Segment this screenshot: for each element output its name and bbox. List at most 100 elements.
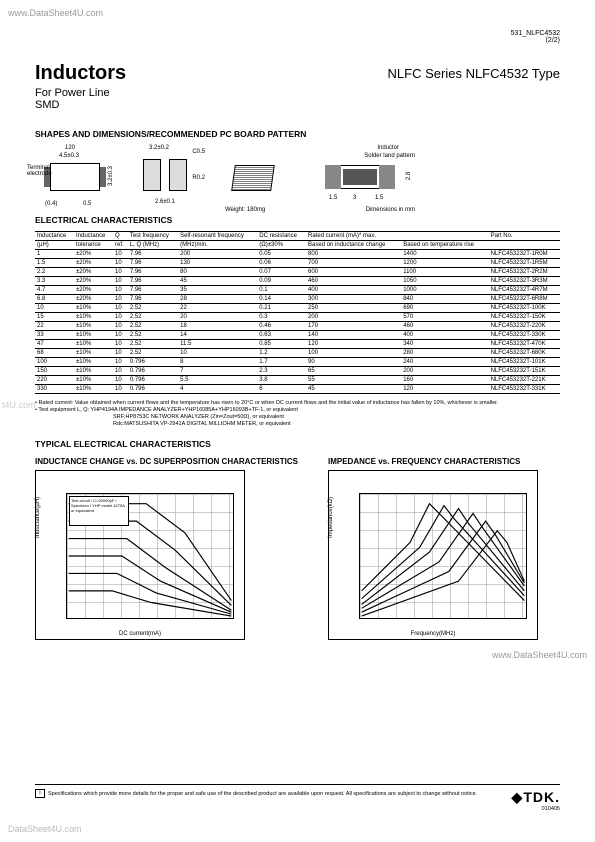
subtitle-1: For Power Line <box>35 87 126 99</box>
table-subheader: Based on inductance change <box>306 241 401 250</box>
table-cell: 0.14 <box>257 295 306 304</box>
table-cell: ±10% <box>74 376 113 385</box>
elec-table-head: InductanceInductanceQTest frequencySelf-… <box>35 232 560 250</box>
table-cell: 690 <box>401 304 488 313</box>
table-cell: ±20% <box>74 268 113 277</box>
subtitle-2: SMD <box>35 99 126 111</box>
table-cell: 90 <box>306 358 401 367</box>
chart1: Test circuit / C=20000pF / Specimen / YH… <box>35 470 245 640</box>
table-cell: NLFC453232T-1R5M <box>489 259 560 268</box>
table-cell: 7.96 <box>128 268 178 277</box>
table-cell: 14 <box>178 331 257 340</box>
table-cell: 100 <box>35 358 74 367</box>
chart2-lines <box>360 494 526 618</box>
table-cell: 200 <box>178 250 257 259</box>
watermark-mid-left: t4U.com <box>2 400 36 410</box>
table-cell: 1.2 <box>257 349 306 358</box>
table-cell: 250 <box>306 304 401 313</box>
table-cell: 47 <box>35 340 74 349</box>
dim-120: 120 <box>65 145 75 151</box>
table-subheader: (MHz)min. <box>178 241 257 250</box>
table-cell: 700 <box>306 259 401 268</box>
table-row: 4.7±20%107.96350.14001000NLFC453232T-4R7… <box>35 286 560 295</box>
table-cell: 22 <box>35 322 74 331</box>
table-header: Part No. <box>489 232 560 241</box>
table-cell: 8 <box>178 358 257 367</box>
table-cell: 160 <box>401 376 488 385</box>
table-cell: 20 <box>178 313 257 322</box>
table-cell: 240 <box>401 358 488 367</box>
table-cell: 0.796 <box>128 358 178 367</box>
table-cell: 300 <box>306 295 401 304</box>
dim-26: 2.6±0.1 <box>155 199 175 205</box>
table-subheader: ref. <box>113 241 128 250</box>
table-cell: 7.96 <box>128 277 178 286</box>
table-cell: ±20% <box>74 277 113 286</box>
watermark-bottom-left: DataSheet4U.com <box>8 824 82 834</box>
title: Inductors <box>35 62 126 85</box>
table-row: 22±10%102.52180.46170460NLFC453232T-220K <box>35 322 560 331</box>
table-cell: 10 <box>113 313 128 322</box>
table-header: DC resistance <box>257 232 306 241</box>
table-cell: ±10% <box>74 304 113 313</box>
table-cell: 7.96 <box>128 286 178 295</box>
table-row: 2.2±20%107.96800.076001100NLFC453232T-2R… <box>35 268 560 277</box>
table-cell: NLFC453232T-680K <box>489 349 560 358</box>
table-cell: 6 <box>257 385 306 394</box>
dim-15b: 1.5 <box>375 195 383 201</box>
table-cell: 170 <box>306 322 401 331</box>
table-cell: 460 <box>306 277 401 286</box>
section-shapes: SHAPES AND DIMENSIONS/RECOMMENDED PC BOA… <box>35 129 560 139</box>
table-cell: ±20% <box>74 295 113 304</box>
table-cell: 200 <box>401 367 488 376</box>
table-cell: 5.5 <box>178 376 257 385</box>
warning-icon: ! <box>35 789 45 798</box>
table-cell: 10 <box>35 304 74 313</box>
table-cell: 3.3 <box>35 277 74 286</box>
table-row: 15±10%102.52200.3200570NLFC453232T-150K <box>35 313 560 322</box>
table-cell: 10 <box>113 250 128 259</box>
table-cell: 100 <box>306 349 401 358</box>
table-cell: ±10% <box>74 313 113 322</box>
table-cell: 11.5 <box>178 340 257 349</box>
dim-05: 0.5 <box>83 201 91 207</box>
doc-id: 531_NLFC4532 <box>511 30 560 37</box>
table-cell: 200 <box>306 313 401 322</box>
table-cell: 0.06 <box>257 259 306 268</box>
table-cell: ±10% <box>74 385 113 394</box>
weight-label: Weight: 180mg <box>225 207 265 213</box>
table-cell: 10 <box>113 331 128 340</box>
table-subheader: (µH) <box>35 241 74 250</box>
table-header: Self-resonant frequency <box>178 232 257 241</box>
table-cell: 10 <box>113 340 128 349</box>
table-row: 33±10%102.52140.63140400NLFC453232T-330K <box>35 331 560 340</box>
table-cell: NLFC453232T-150K <box>489 313 560 322</box>
table-cell: 280 <box>401 349 488 358</box>
table-cell: ±10% <box>74 331 113 340</box>
table-cell: 600 <box>306 268 401 277</box>
table-cell: 10 <box>178 349 257 358</box>
table-cell: 1400 <box>401 250 488 259</box>
table-cell: 0.796 <box>128 376 178 385</box>
chart1-ylabel: Inductance(µH) <box>35 496 41 537</box>
page-number: (2/2) <box>546 37 560 44</box>
table-cell: 2.52 <box>128 313 178 322</box>
tdk-logo: ◆TDK. <box>512 789 560 806</box>
table-cell: 10 <box>113 367 128 376</box>
solder-land-label: Solder land pattern <box>364 153 415 159</box>
table-cell: 35 <box>178 286 257 295</box>
table-cell: 0.63 <box>257 331 306 340</box>
chart1-xlabel: DC current(mA) <box>119 631 161 637</box>
footnote-1: • Rated current: Value obtained when cur… <box>35 400 560 407</box>
table-cell: 2.3 <box>257 367 306 376</box>
footnotes: • Rated current: Value obtained when cur… <box>35 400 560 429</box>
table-row: 68±10%102.52101.2100280NLFC453232T-680K <box>35 349 560 358</box>
table-cell: NLFC453232T-4R7M <box>489 286 560 295</box>
header-left: Inductors For Power Line SMD <box>35 62 126 111</box>
tdk-logo-text: TDK. <box>523 789 560 805</box>
dims-mm-label: Dimensions in mm <box>366 207 415 213</box>
table-cell: 120 <box>401 385 488 394</box>
table-cell: 0.09 <box>257 277 306 286</box>
footnote-2: • Test equipment L, Q: YHP4194A IMPEDANC… <box>35 407 560 414</box>
table-cell: ±20% <box>74 286 113 295</box>
